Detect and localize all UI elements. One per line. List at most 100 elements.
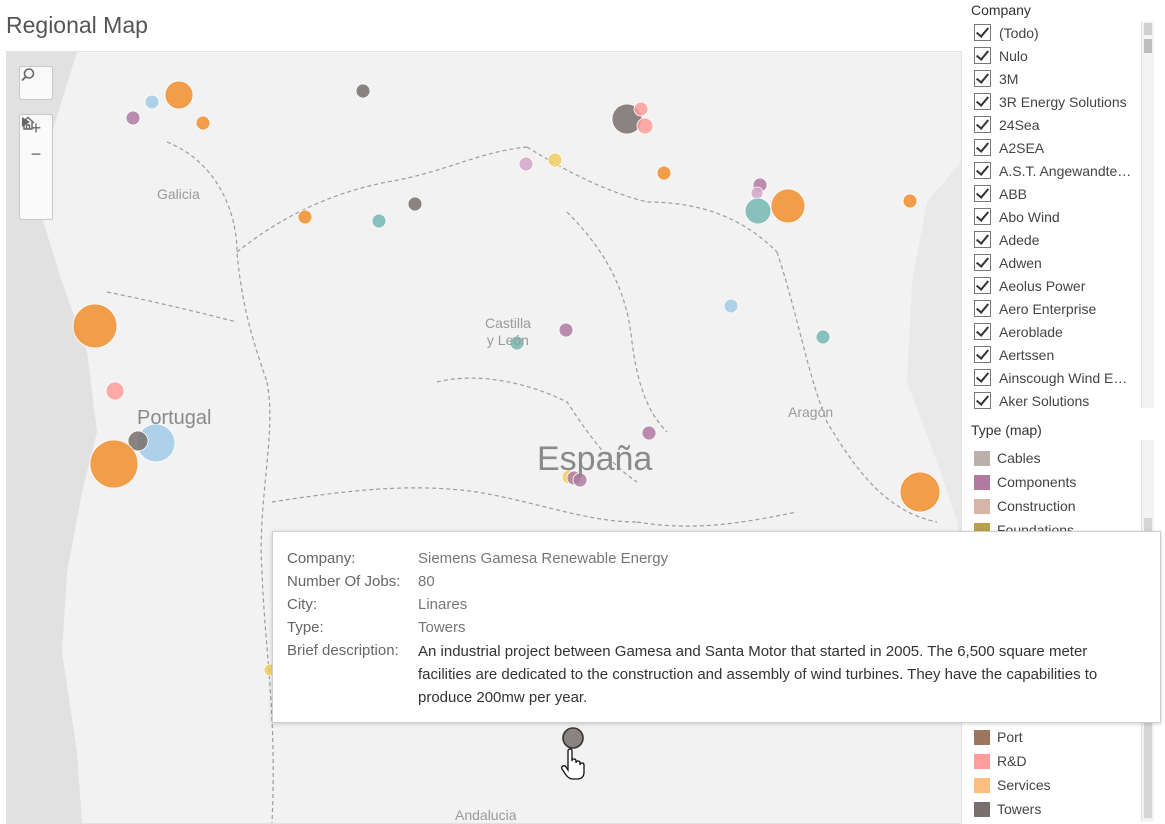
checkbox-checked[interactable] <box>974 162 991 179</box>
map-data-point[interactable] <box>297 209 313 225</box>
map-data-point[interactable] <box>355 83 371 99</box>
company-filter-item[interactable]: Adede <box>974 228 1144 251</box>
home-button[interactable] <box>20 116 52 193</box>
type-legend-item[interactable]: Components <box>974 474 1076 490</box>
play-icon <box>22 117 30 127</box>
company-filter-item[interactable]: Aker Solutions <box>974 389 1144 412</box>
company-filter-item[interactable]: Aertssen <box>974 343 1144 366</box>
type-legend-item[interactable]: Services <box>974 777 1051 793</box>
type-legend-item[interactable]: Construction <box>974 498 1076 514</box>
checkbox-checked[interactable] <box>974 254 991 271</box>
map-data-point[interactable] <box>89 439 139 489</box>
checkbox-checked[interactable] <box>974 300 991 317</box>
company-filter-item[interactable]: Abo Wind <box>974 205 1144 228</box>
checkbox-checked[interactable] <box>974 231 991 248</box>
legend-label: Port <box>997 729 1023 745</box>
checkbox-checked[interactable] <box>974 24 991 41</box>
legend-swatch <box>974 801 990 817</box>
map-data-point[interactable] <box>656 165 672 181</box>
company-filter-item[interactable]: Aeolus Power <box>974 274 1144 297</box>
type-legend-item[interactable]: Cables <box>974 450 1041 466</box>
map-data-point[interactable] <box>750 186 764 200</box>
checkbox-checked[interactable] <box>974 185 991 202</box>
company-filter-item[interactable]: 3R Energy Solutions <box>974 90 1144 113</box>
company-filter-item-label: Adede <box>999 231 1040 248</box>
company-filter-item[interactable]: (Todo) <box>974 21 1144 44</box>
checkbox-checked[interactable] <box>974 116 991 133</box>
checkbox-checked[interactable] <box>974 93 991 110</box>
map-data-point[interactable] <box>125 110 141 126</box>
legend-swatch <box>974 729 990 745</box>
type-legend-item[interactable]: Towers <box>974 801 1041 817</box>
tooltip-jobs-label: Number Of Jobs: <box>287 573 401 590</box>
checkbox-checked[interactable] <box>974 392 991 409</box>
checkbox-checked[interactable] <box>974 139 991 156</box>
company-filter-item[interactable]: 24Sea <box>974 113 1144 136</box>
map-data-point[interactable] <box>509 335 525 351</box>
tooltip-jobs-value: 80 <box>418 573 435 590</box>
company-filter-item[interactable]: Aero Enterprise <box>974 297 1144 320</box>
map-data-point[interactable] <box>815 329 831 345</box>
map-data-point[interactable] <box>899 471 941 513</box>
map-data-point[interactable] <box>547 152 563 168</box>
company-filter-item-label: Aker Solutions <box>999 392 1090 409</box>
tooltip-description-label: Brief description: <box>287 642 399 659</box>
map-data-point[interactable] <box>633 101 649 117</box>
company-filter-item[interactable]: A.S.T. Angewandte… <box>974 159 1144 182</box>
map-data-point[interactable] <box>518 156 534 172</box>
company-filter-item[interactable]: ABB <box>974 182 1144 205</box>
map-search-button[interactable] <box>19 66 53 100</box>
checkbox-checked[interactable] <box>974 70 991 87</box>
map-data-point[interactable] <box>127 430 149 452</box>
company-filter-item[interactable]: Ainscough Wind E… <box>974 366 1144 389</box>
checkbox-checked[interactable] <box>974 47 991 64</box>
type-legend-item[interactable]: Port <box>974 729 1023 745</box>
map-data-point[interactable] <box>636 117 654 135</box>
map-data-point[interactable] <box>371 213 387 229</box>
region-border <box>236 146 528 253</box>
type-legend-item[interactable]: R&D <box>974 753 1027 769</box>
company-filter-item[interactable]: Adwen <box>974 251 1144 274</box>
company-filter-item[interactable]: Nulo <box>974 44 1144 67</box>
checkbox-checked[interactable] <box>974 323 991 340</box>
checkbox-checked[interactable] <box>974 346 991 363</box>
country-label-portugal: Portugal <box>137 407 212 429</box>
map-data-point[interactable] <box>164 80 194 110</box>
map-data-point[interactable] <box>572 472 588 488</box>
company-filter-item-label: 3R Energy Solutions <box>999 93 1127 110</box>
zoom-out-button[interactable]: − <box>30 143 42 164</box>
company-filter-item[interactable]: Aeroblade <box>974 320 1144 343</box>
checkbox-checked[interactable] <box>974 369 991 386</box>
tooltip-company-value: Siemens Gamesa Renewable Energy <box>418 550 669 567</box>
company-list-scroll-thumb[interactable] <box>1144 23 1152 35</box>
company-filter-item-label: Nulo <box>999 47 1028 64</box>
company-filter-item[interactable]: 3M <box>974 67 1144 90</box>
selected-data-point[interactable] <box>562 727 584 749</box>
tooltip-type-label: Type: <box>287 619 324 636</box>
atlantic-ocean <box>7 52 97 823</box>
map-data-point[interactable] <box>558 322 574 338</box>
map-data-point[interactable] <box>770 188 806 224</box>
company-list-scrollbar[interactable] <box>1141 21 1154 408</box>
company-filter-item[interactable]: A2SEA <box>974 136 1144 159</box>
checkbox-checked[interactable] <box>974 277 991 294</box>
map-data-point[interactable] <box>641 425 657 441</box>
map-data-point[interactable] <box>72 303 118 349</box>
company-filter-item-label: Adwen <box>999 254 1042 271</box>
map-data-point[interactable] <box>902 193 918 209</box>
map-data-point[interactable] <box>195 115 211 131</box>
map-data-point[interactable] <box>407 196 423 212</box>
map-data-point[interactable] <box>105 381 125 401</box>
checkbox-checked[interactable] <box>974 208 991 225</box>
page-title: Regional Map <box>6 12 148 38</box>
zoom-in-button[interactable]: + <box>30 117 42 138</box>
company-filter-item-label: Aertssen <box>999 346 1055 363</box>
map-data-point[interactable] <box>144 94 160 110</box>
region-label-castilla-y-leon: Castilla y León <box>485 315 531 348</box>
company-list-scroll-handle[interactable] <box>1144 39 1152 53</box>
play-button[interactable] <box>20 117 52 219</box>
map-data-point[interactable] <box>723 298 739 314</box>
map-data-point[interactable] <box>744 197 772 225</box>
company-filter-item-label: 24Sea <box>999 116 1040 133</box>
company-filter-item-label: Aeroblade <box>999 323 1063 340</box>
